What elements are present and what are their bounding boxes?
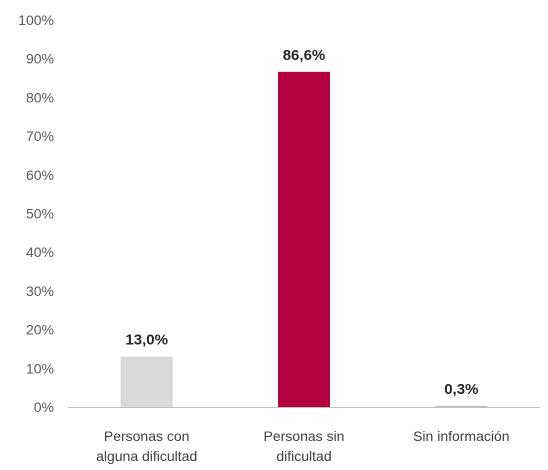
y-tick-label: 90%	[26, 51, 54, 67]
x-tick-label: Personas con alguna dificultad	[96, 428, 197, 464]
bar	[120, 356, 173, 407]
y-axis: 0% 10% 20% 30% 40% 50% 60% 70% 80% 90% 100%	[18, 12, 54, 415]
bars	[120, 71, 488, 407]
y-tick-label: 40%	[26, 244, 54, 260]
y-tick-label: 100%	[18, 12, 54, 28]
y-tick-label: 10%	[26, 360, 54, 376]
y-tick-label: 60%	[26, 167, 54, 183]
x-tick-label: Personas sin dificultad	[264, 428, 345, 464]
y-tick-label: 70%	[26, 128, 54, 144]
y-tick-label: 20%	[26, 322, 54, 338]
y-tick-label: 80%	[26, 89, 54, 105]
data-label: 13,0%	[125, 332, 168, 349]
y-tick-label: 50%	[26, 206, 54, 222]
data-label: 86,6%	[283, 47, 326, 64]
x-axis: Personas con alguna dificultad Personas si…	[68, 407, 540, 464]
data-label: 0,3%	[444, 381, 478, 398]
y-tick-label: 0%	[34, 399, 54, 415]
x-tick-label: Sin información	[413, 428, 510, 444]
data-labels: 13,0% 86,6% 0,3%	[125, 47, 478, 398]
bar	[278, 71, 330, 407]
bar	[435, 405, 488, 407]
y-tick-label: 30%	[26, 283, 54, 299]
